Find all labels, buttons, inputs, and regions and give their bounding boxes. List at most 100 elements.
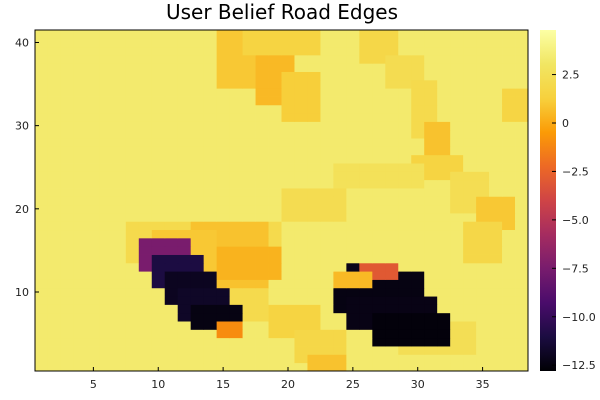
heatmap-cell [190, 329, 205, 339]
heatmap-cell [177, 146, 192, 156]
heatmap-cell [112, 212, 127, 222]
heatmap-cell [60, 71, 75, 81]
heatmap-cell [333, 121, 347, 131]
heatmap-cell [476, 254, 490, 264]
heatmap-cell [450, 271, 464, 280]
heatmap-cell [125, 138, 140, 147]
heatmap-cell [346, 113, 360, 122]
heatmap-cell [333, 237, 347, 247]
heatmap-cell [151, 254, 166, 264]
heatmap-cell [281, 262, 295, 272]
heatmap-cell [125, 254, 140, 264]
heatmap-cell [411, 88, 425, 97]
heatmap-cell [359, 229, 373, 239]
heatmap-cell [268, 54, 282, 64]
heatmap-cell [125, 146, 140, 156]
heatmap-cell [242, 129, 256, 139]
heatmap-cell [255, 304, 269, 314]
heatmap-cell [229, 138, 243, 147]
heatmap-cell [437, 129, 451, 139]
heatmap-cell [320, 221, 334, 231]
heatmap-cell [125, 321, 140, 330]
heatmap-cell [424, 129, 438, 139]
heatmap-cell [476, 121, 490, 131]
heatmap-cell [437, 196, 451, 206]
heatmap-cell [502, 246, 516, 255]
heatmap-cell [112, 138, 127, 147]
heatmap-cell [515, 171, 529, 181]
heatmap-cell [177, 163, 192, 172]
heatmap-cell [398, 63, 412, 72]
heatmap-cell [99, 337, 114, 347]
heatmap-cell [99, 38, 114, 48]
heatmap-cell [190, 138, 205, 147]
heatmap-cell [47, 71, 62, 81]
heatmap-cell [112, 204, 127, 214]
heatmap-cell [515, 79, 529, 89]
heatmap-cell [190, 312, 205, 322]
heatmap-cell [294, 179, 308, 189]
heatmap-cell [255, 246, 269, 255]
heatmap-cell [463, 196, 477, 206]
heatmap-cell [47, 212, 62, 222]
heatmap-cell [372, 204, 386, 214]
heatmap-cell [346, 188, 360, 197]
heatmap-cell [177, 179, 192, 189]
heatmap-cell [138, 271, 153, 280]
heatmap-cell [411, 312, 425, 322]
heatmap-cell [281, 312, 295, 322]
heatmap-cell [203, 179, 218, 189]
heatmap-cell [476, 79, 490, 89]
heatmap-cell [268, 179, 282, 189]
heatmap-cell [216, 88, 230, 97]
heatmap-cell [60, 362, 75, 372]
heatmap-cell [476, 346, 490, 355]
heatmap-cell [281, 54, 295, 64]
heatmap-cell [60, 154, 75, 164]
heatmap-cell [424, 138, 438, 147]
heatmap-cell [125, 54, 140, 64]
heatmap-cell [164, 221, 179, 231]
heatmap-cell [515, 312, 529, 322]
heatmap-cell [502, 362, 516, 372]
heatmap-cell [125, 188, 140, 197]
heatmap-cell [372, 196, 386, 206]
heatmap-cell [450, 212, 464, 222]
heatmap-cell [463, 312, 477, 322]
heatmap-cell [385, 196, 399, 206]
heatmap-cell [398, 46, 412, 56]
heatmap-cell [515, 354, 529, 364]
heatmap-cell [60, 346, 75, 355]
heatmap-cell [281, 154, 295, 164]
heatmap-cell [164, 262, 179, 272]
heatmap-cell [190, 179, 205, 189]
heatmap-cell [125, 204, 140, 214]
heatmap-cell [437, 96, 451, 106]
heatmap-cell [125, 163, 140, 172]
heatmap-cell [112, 96, 127, 106]
heatmap-cell [138, 304, 153, 314]
heatmap-cell [86, 337, 101, 347]
heatmap-cell [281, 30, 295, 39]
heatmap-cell [268, 271, 282, 280]
heatmap-cell [164, 171, 179, 181]
heatmap-cell [151, 354, 166, 364]
x-tick-label: 35 [476, 378, 490, 391]
heatmap-cell [177, 346, 192, 355]
heatmap-cell [424, 287, 438, 297]
heatmap-cell [398, 138, 412, 147]
heatmap-cell [502, 171, 516, 181]
heatmap-cell [242, 96, 256, 106]
heatmap-cell [112, 113, 127, 122]
heatmap-cell [307, 287, 321, 297]
heatmap-cell [294, 204, 308, 214]
heatmap-cell [450, 96, 464, 106]
heatmap-cell [476, 30, 490, 39]
heatmap-cell [463, 163, 477, 172]
heatmap-cell [73, 188, 88, 197]
heatmap-cell [190, 271, 205, 280]
heatmap-cell [385, 304, 399, 314]
heatmap-cell [99, 129, 114, 139]
heatmap-cell [359, 113, 373, 122]
heatmap-cell [281, 138, 295, 147]
